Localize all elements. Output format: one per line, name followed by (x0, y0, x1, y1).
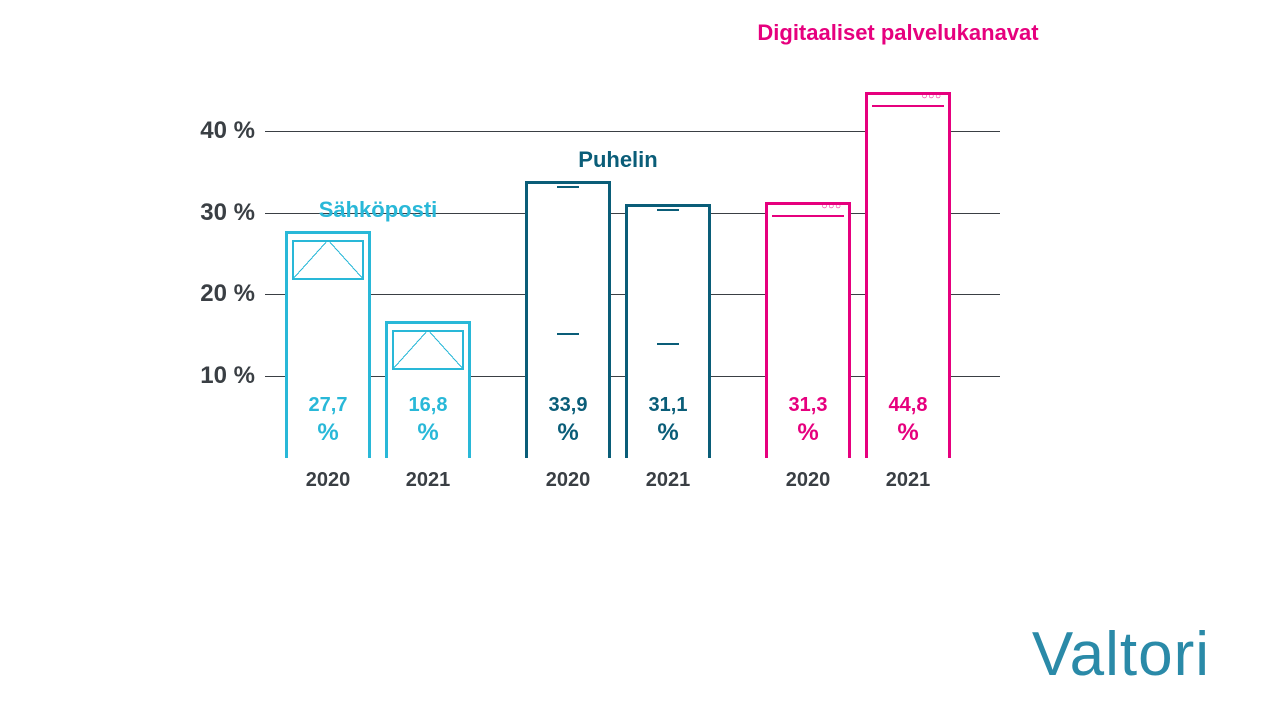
bar-value-label: 44,8% (868, 393, 948, 448)
bar-value-label: 27,7% (288, 393, 368, 448)
x-axis-label: 2020 (786, 469, 831, 492)
x-axis-label: 2020 (546, 469, 591, 492)
x-axis-label: 2020 (306, 469, 351, 492)
group-title: Sähköposti (319, 197, 438, 223)
x-axis-label: 2021 (406, 469, 451, 492)
y-tick-label: 30 % (170, 199, 255, 227)
y-tick-label: 40 % (170, 117, 255, 145)
bar-envelope-2020: 27,7% (285, 231, 371, 458)
group-title: Puhelin (578, 147, 657, 173)
y-tick-label: 10 % (170, 362, 255, 390)
bar-phone-2020: 33,9% (525, 181, 611, 458)
bar-browser-2021: 44,8% (865, 92, 951, 458)
bar-value-label: 31,3% (768, 393, 848, 448)
bar-envelope-2021: 16,8% (385, 321, 471, 458)
bar-value-label: 16,8% (388, 393, 468, 448)
y-tick-label: 20 % (170, 280, 255, 308)
bar-phone-2021: 31,1% (625, 204, 711, 458)
bar-value-label: 31,1% (628, 393, 708, 448)
group-title: Digitaaliset palvelukanavat (757, 20, 1038, 46)
chart: 10 % 20 % 30 % 40 % 27,7% 2020 16,8% 2021 Sähköp… (170, 60, 1000, 520)
bar-browser-2020: 31,3% (765, 202, 851, 458)
bar-value-label: 33,9% (528, 393, 608, 448)
brand-logo: Valtori (1032, 619, 1210, 690)
x-axis-label: 2021 (646, 469, 691, 492)
x-axis-label: 2021 (886, 469, 931, 492)
